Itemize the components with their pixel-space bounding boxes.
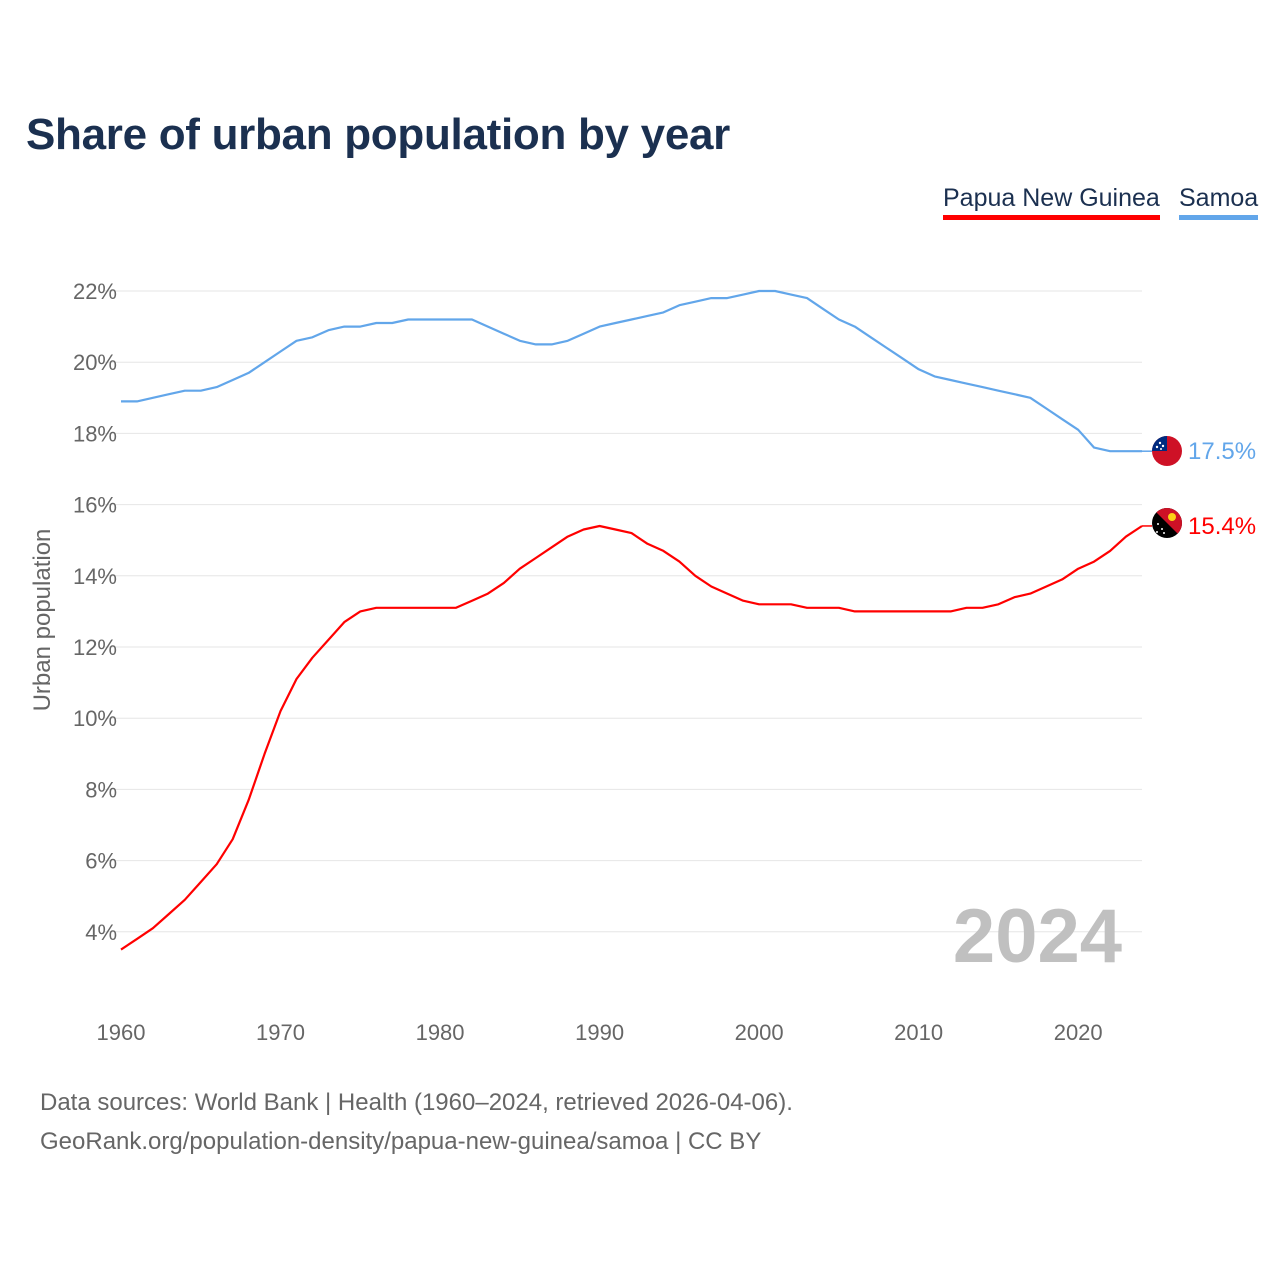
series-line-papua-new-guinea[interactable] [120,524,1143,951]
end-value-label-samoa: 17.5% [1188,438,1256,465]
chart-title: Share of urban population by year [26,110,730,159]
x-tick-label: 2000 [735,1020,784,1045]
year-watermark: 2024 [953,894,1122,979]
y-tick-label: 12% [73,635,117,660]
y-axis-label: Urban population [29,529,56,712]
y-tick-label: 20% [73,350,117,375]
y-tick-label: 18% [73,421,117,446]
end-value-label-papua-new-guinea: 15.4% [1188,513,1256,540]
series-line-samoa[interactable] [121,289,1142,453]
y-tick-label: 8% [85,777,117,802]
samoa-flag-icon [1152,436,1182,466]
x-tick-label: 1970 [256,1020,305,1045]
x-tick-label: 2020 [1054,1020,1103,1045]
y-tick-label: 10% [73,706,117,731]
y-tick-label: 14% [73,564,117,589]
x-tick-label: 1980 [416,1020,465,1045]
x-tick-label: 2010 [894,1020,943,1045]
x-tick-label: 1960 [97,1020,146,1045]
data-source-text: Data sources: World Bank | Health (1960–… [40,1089,793,1116]
y-tick-label: 16% [73,493,117,518]
y-tick-label: 6% [85,849,117,874]
y-tick-label: 22% [73,279,117,304]
legend-samoa[interactable]: Samoa [1179,184,1259,220]
credit-link[interactable]: GeoRank.org/population-density/papua-new… [40,1128,762,1155]
papua-new-guinea-flag-icon [1152,508,1182,538]
y-tick-label: 4% [85,920,117,945]
legend-papua-new-guinea[interactable]: Papua New Guinea [943,184,1160,220]
x-tick-label: 1990 [575,1020,624,1045]
